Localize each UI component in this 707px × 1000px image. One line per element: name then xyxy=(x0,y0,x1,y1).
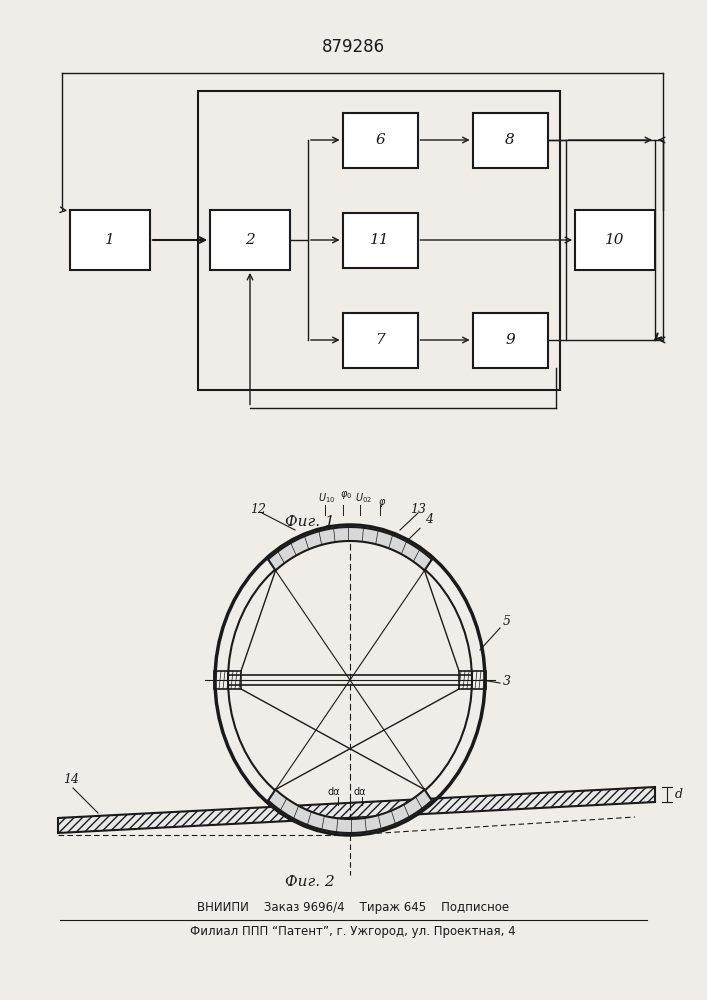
Polygon shape xyxy=(268,790,432,833)
Text: 5: 5 xyxy=(503,615,511,628)
Bar xyxy=(472,112,547,167)
Text: Фиг. 2: Фиг. 2 xyxy=(285,875,335,889)
Text: $U_{10}$: $U_{10}$ xyxy=(318,491,335,505)
Text: 11: 11 xyxy=(370,233,390,247)
Text: Филиал ППП “Патент”, г. Ужгород, ул. Проектная, 4: Филиал ППП “Патент”, г. Ужгород, ул. Про… xyxy=(190,926,516,938)
Text: $\varphi$: $\varphi$ xyxy=(378,497,386,509)
Text: 4: 4 xyxy=(407,513,433,541)
Text: $U_{02}$: $U_{02}$ xyxy=(355,491,372,505)
Bar xyxy=(214,671,241,689)
Text: 12: 12 xyxy=(250,503,266,516)
Text: 3: 3 xyxy=(503,675,511,688)
Text: d: d xyxy=(675,788,683,801)
Text: 14: 14 xyxy=(63,773,79,786)
Text: Фиг. 1: Фиг. 1 xyxy=(285,515,335,529)
Bar xyxy=(210,210,290,270)
Polygon shape xyxy=(268,527,432,570)
Bar xyxy=(342,213,418,267)
Text: 8: 8 xyxy=(505,133,515,147)
Text: 2: 2 xyxy=(245,233,255,247)
Bar xyxy=(342,312,418,367)
Text: dα: dα xyxy=(353,787,366,797)
Bar xyxy=(198,91,559,389)
Text: 9: 9 xyxy=(505,333,515,347)
Polygon shape xyxy=(58,787,655,833)
Bar xyxy=(472,312,547,367)
Text: $\varphi_0$: $\varphi_0$ xyxy=(340,489,352,501)
Bar xyxy=(342,112,418,167)
Text: 6: 6 xyxy=(375,133,385,147)
Text: 10: 10 xyxy=(605,233,625,247)
Bar xyxy=(575,210,655,270)
Text: dα: dα xyxy=(328,787,341,797)
Text: 13: 13 xyxy=(410,503,426,516)
Text: ВНИИПИ    Заказ 9696/4    Тираж 645    Подписное: ВНИИПИ Заказ 9696/4 Тираж 645 Подписное xyxy=(197,902,509,914)
Text: 1: 1 xyxy=(105,233,115,247)
Text: 7: 7 xyxy=(375,333,385,347)
Bar xyxy=(459,671,486,689)
Text: 879286: 879286 xyxy=(322,38,385,56)
Bar xyxy=(70,210,150,270)
